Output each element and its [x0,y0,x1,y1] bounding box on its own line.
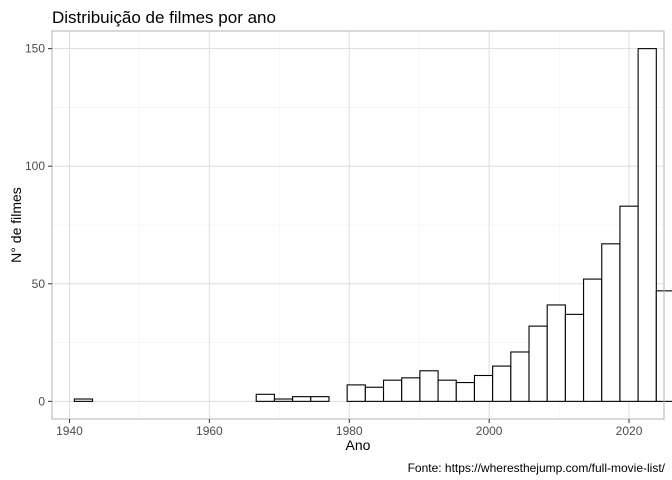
histogram-bar [382,379,403,402]
histogram-bar [255,393,275,402]
histogram-bar [292,396,312,402]
histogram-bar [310,396,330,402]
y-tick-label: 50 [32,277,46,291]
histogram-bar [455,382,476,402]
x-axis-title: Ano [346,437,371,453]
histogram-bar [510,351,530,402]
y-tick-label: 150 [25,42,45,56]
x-tick-label: 1940 [56,424,83,438]
y-tick-label: 100 [25,159,45,173]
histogram-bar [437,379,457,402]
minor-gridlines [52,31,664,419]
x-tick-label: 1960 [196,424,223,438]
chart-caption: Fonte: https://wheresthejump.com/full-mo… [408,461,666,475]
x-tick-label: 2020 [616,424,643,438]
x-tick-label: 2000 [476,424,503,438]
histogram-bar [528,325,548,402]
histogram-bar [492,365,512,402]
histogram-bar [583,278,603,402]
histogram-bar [273,398,294,402]
histogram-bar [419,370,439,402]
histogram-bar [73,398,94,402]
y-axis-title: N° de filmes [8,187,24,263]
x-tick-label: 1980 [336,424,363,438]
x-axis-ticks: 1940 1960 1980 2000 2020 [56,419,643,438]
y-tick-label: 0 [38,394,45,408]
histogram-bars [73,48,672,402]
chart-title: Distribuição de filmes por ano [52,8,276,27]
histogram-bar [364,386,385,402]
histogram-bar [346,384,366,402]
histogram-bar [564,313,585,402]
histogram-bar [619,205,639,402]
histogram-bar [637,48,657,402]
y-axis-ticks: 0 50 100 150 [25,42,52,408]
histogram-bar [601,243,621,402]
histogram-bar [401,377,421,402]
panel-border [51,30,665,420]
histogram-bar [473,374,494,402]
histogram-bar [546,304,566,402]
